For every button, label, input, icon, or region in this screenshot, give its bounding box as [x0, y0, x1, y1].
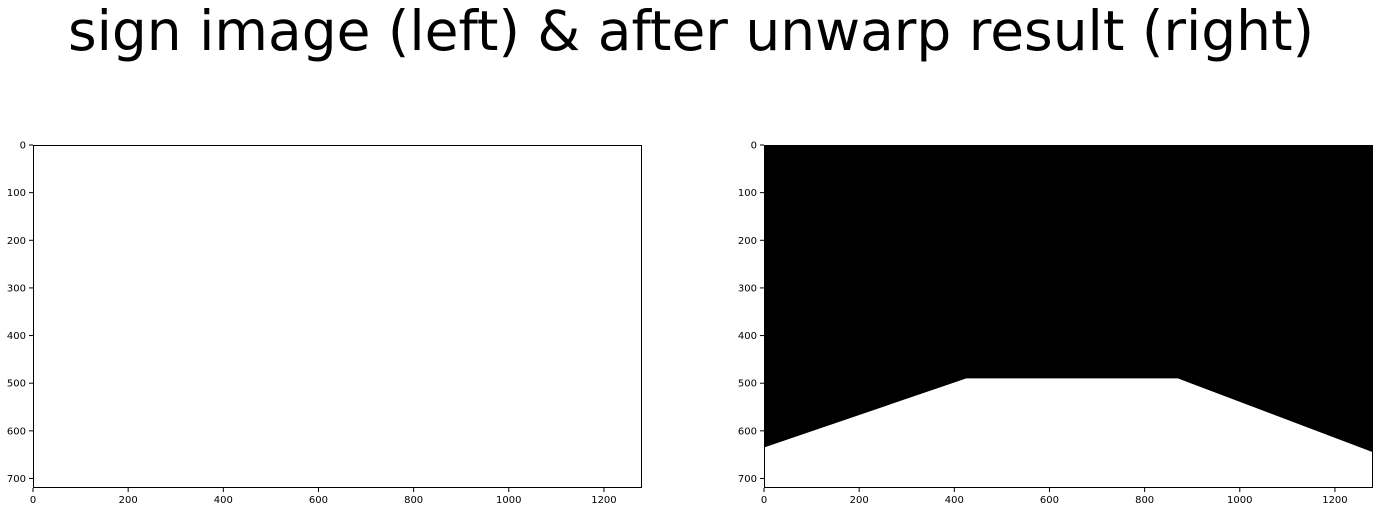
- left-y-tick-label: 600: [7, 426, 26, 437]
- left-axes: 0 200 400 600 800 1000 1200 0 100 200 300 400 500 600…: [7, 141, 642, 506]
- right-x-tick-label: 600: [1040, 495, 1059, 506]
- left-y-tick-label: 300: [7, 283, 26, 294]
- right-axes-frame: [764, 145, 1373, 488]
- left-y-tick-label: 0: [20, 141, 26, 152]
- left-y-tick-label: 100: [7, 188, 26, 199]
- left-y-tick-label: 700: [7, 474, 26, 485]
- left-x-tick-label: 1000: [496, 495, 521, 506]
- left-x-tick-label: 200: [119, 495, 138, 506]
- right-x-tick-label: 400: [945, 495, 964, 506]
- right-axes: 0 200 400 600 800 1000 1200 0 100 200 300 400 500 600…: [738, 141, 1373, 506]
- right-y-tick-label: 700: [738, 474, 757, 485]
- left-x-tick-label: 1200: [591, 495, 616, 506]
- right-x-tick-label: 1200: [1322, 495, 1347, 506]
- left-y-tick-label: 500: [7, 379, 26, 390]
- right-y-tick-label: 200: [738, 236, 757, 247]
- left-y-tick-label: 200: [7, 236, 26, 247]
- right-x-tick-label: 0: [761, 495, 767, 506]
- right-white-region: [764, 378, 1373, 488]
- right-y-tick-label: 600: [738, 426, 757, 437]
- right-x-tick-label: 1000: [1227, 495, 1252, 506]
- right-y-tick-label: 500: [738, 379, 757, 390]
- left-image-background: [33, 145, 642, 488]
- right-x-tick-label: 200: [850, 495, 869, 506]
- right-y-tick-label: 100: [738, 188, 757, 199]
- left-axes-frame: [33, 145, 642, 488]
- left-x-tick-label: 0: [30, 495, 36, 506]
- right-y-tick-label: 0: [751, 141, 757, 152]
- right-y-tick-label: 300: [738, 283, 757, 294]
- figure-title: sign image (left) & after unwarp result …: [67, 0, 1315, 63]
- left-y-tick-label: 400: [7, 331, 26, 342]
- left-x-tick-label: 600: [309, 495, 328, 506]
- left-x-tick-label: 800: [404, 495, 423, 506]
- right-y-tick-label: 400: [738, 331, 757, 342]
- left-x-tick-label: 400: [214, 495, 233, 506]
- right-x-tick-label: 800: [1135, 495, 1154, 506]
